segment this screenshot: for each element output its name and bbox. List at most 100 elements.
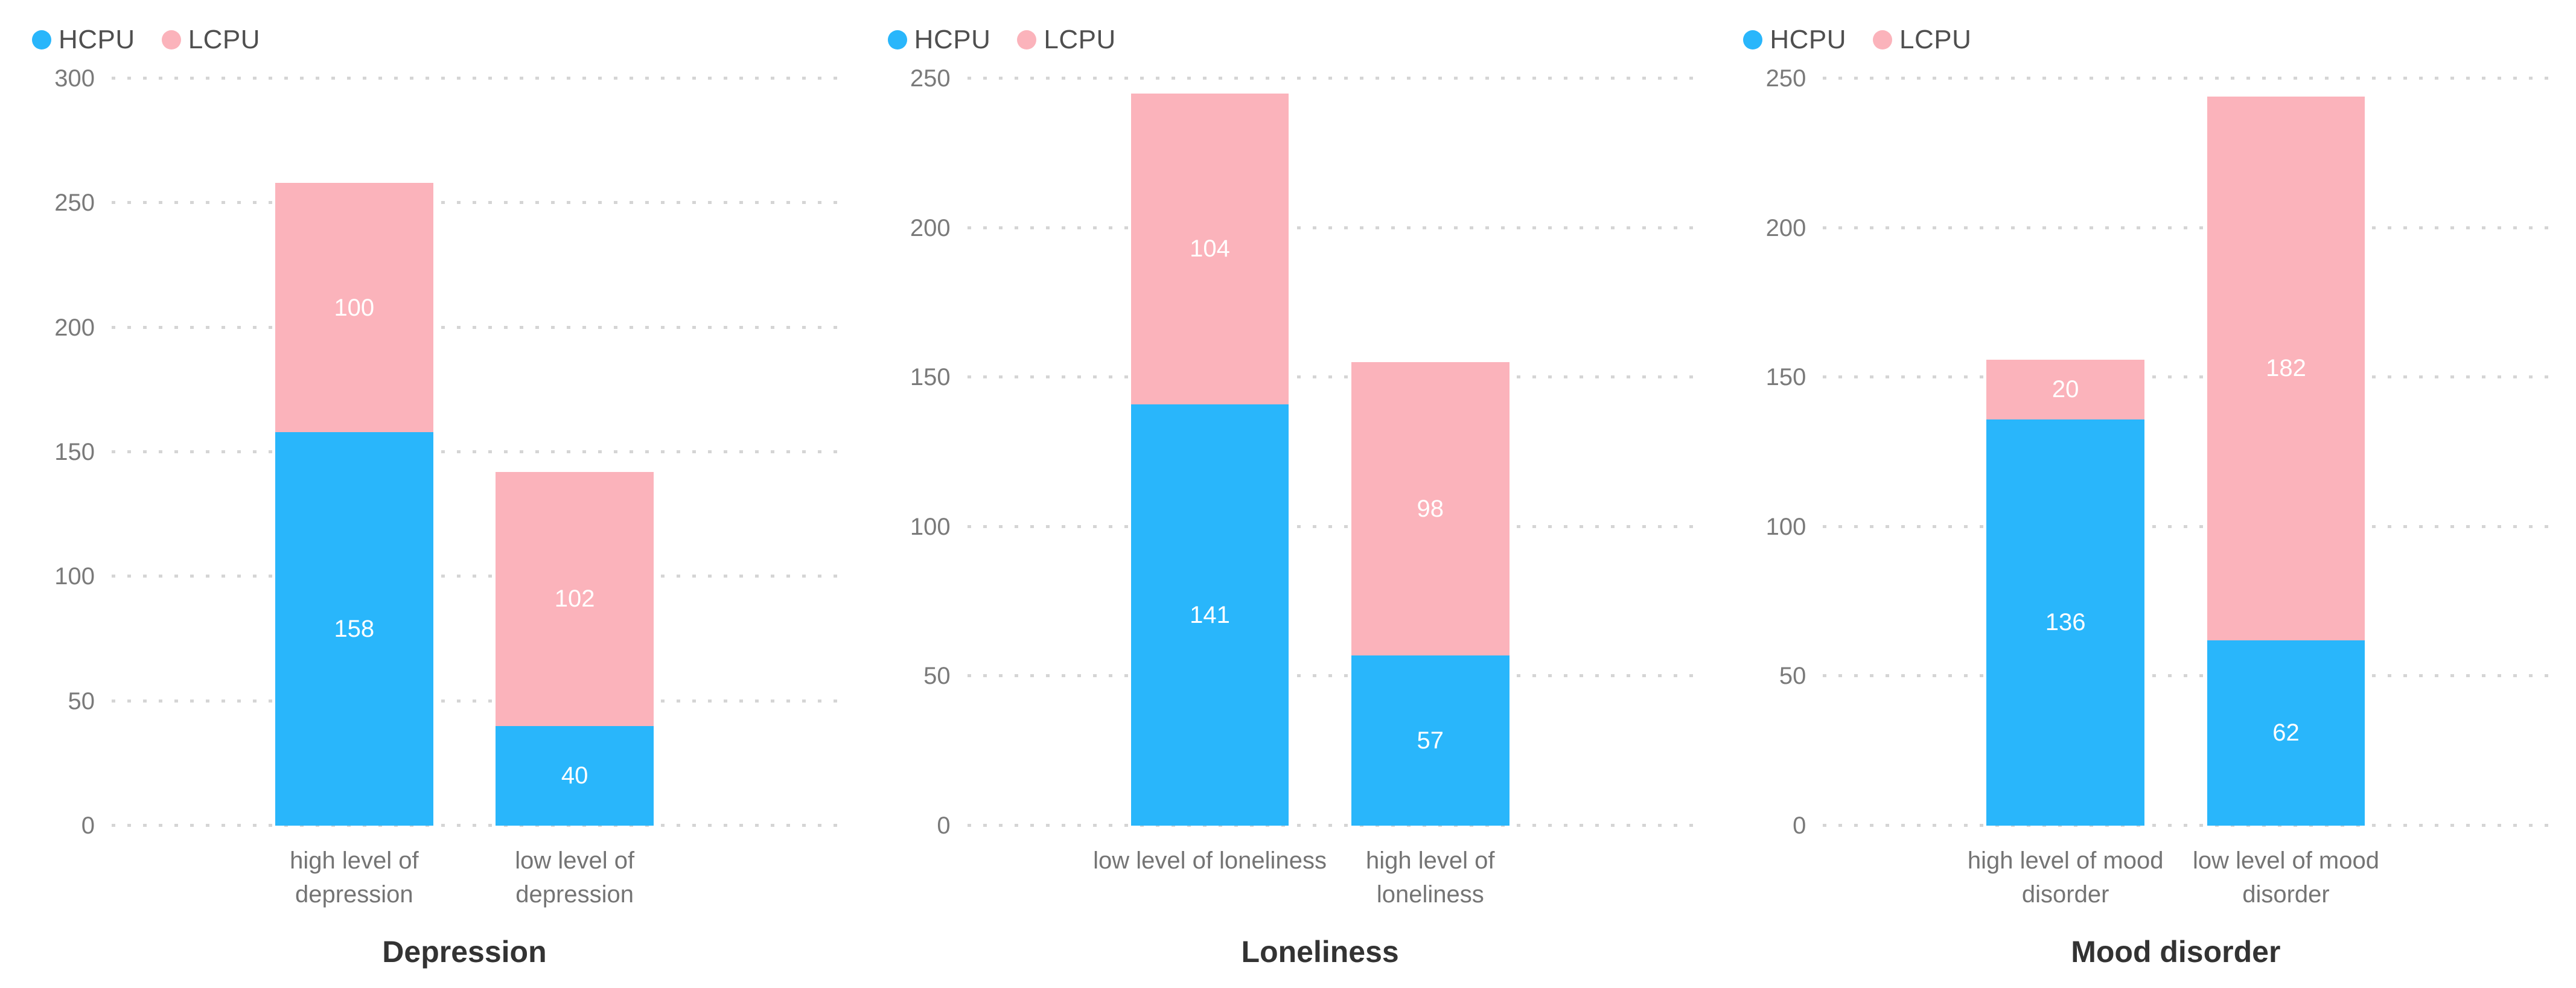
y-tick-label-100: 100 [910, 513, 951, 540]
y-tick-label-150: 150 [910, 364, 951, 391]
gridline-100 [967, 524, 1703, 528]
y-tick-label-0: 0 [81, 812, 95, 839]
lcpu-legend-dot-icon [1873, 30, 1893, 49]
legend: HCPU LCPU [887, 18, 1709, 62]
category-label-low-level-of-loneliness: low level of loneliness [1093, 847, 1327, 874]
hcpu-value-label: 62 [2272, 719, 2300, 747]
legend-item-lcpu[interactable]: LCPU [1873, 25, 1971, 55]
lcpu-value-label: 20 [2052, 376, 2079, 403]
lcpu-segment-high-level-of-depression[interactable]: 100 [275, 183, 433, 432]
y-tick-label-100: 100 [54, 563, 95, 590]
gridline-150 [112, 450, 847, 453]
legend-label-hcpu: HCPU [914, 25, 991, 54]
gridline-250 [1823, 77, 2558, 80]
legend-label-lcpu: LCPU [1899, 25, 1972, 54]
legend-item-lcpu[interactable]: LCPU [161, 25, 261, 55]
gridline-200 [967, 226, 1703, 229]
gridline-50 [112, 699, 847, 703]
category-label-high-level-of-loneliness: high level of loneliness [1366, 847, 1495, 908]
plot-body: 0 50 100 150 200 250 20 136 182 62 [1732, 66, 2564, 838]
lcpu-value-label: 182 [2266, 355, 2306, 382]
hcpu-segment-high-level-of-mood-disorder[interactable]: 136 [1986, 419, 2145, 826]
gridline-200 [1823, 226, 2558, 229]
legend-label-hcpu: HCPU [59, 25, 135, 54]
bar-low-level-of-mood-disorder: 182 62 [2207, 96, 2365, 826]
y-tick-label-50: 50 [68, 687, 95, 715]
hcpu-segment-high-level-of-depression[interactable]: 158 [275, 432, 433, 826]
legend-item-lcpu[interactable]: LCPU [1017, 25, 1115, 55]
plot-body: 0 50 100 150 200 250 104 141 98 57 [877, 66, 1709, 838]
gridline-250 [967, 77, 1703, 80]
gridline-100 [112, 575, 847, 578]
plot-area: 100 158 102 40 [112, 77, 847, 827]
hcpu-legend-dot-icon [887, 30, 907, 49]
y-tick-label-250: 250 [910, 65, 951, 92]
gridline-50 [1823, 674, 2558, 678]
y-tick-label-100: 100 [1765, 513, 1806, 540]
gridline-200 [112, 325, 847, 329]
y-tick-label-200: 200 [1765, 214, 1806, 241]
hcpu-legend-dot-icon [1743, 30, 1763, 49]
bar-high-level-of-depression: 100 158 [275, 183, 433, 826]
legend-item-hcpu[interactable]: HCPU [887, 25, 991, 55]
legend: HCPU LCPU [1743, 18, 2564, 62]
y-tick-label-250: 250 [1765, 65, 1806, 92]
category-label-high-level-of-mood-disorder: high level of mood disorder [1967, 847, 2164, 908]
lcpu-legend-dot-icon [161, 30, 181, 49]
hcpu-value-label: 40 [561, 762, 588, 789]
x-axis-labels: high level of depression low level of dep… [112, 844, 847, 934]
y-axis: 0 50 100 150 200 250 [877, 66, 968, 838]
gridline-150 [967, 375, 1703, 379]
y-tick-label-200: 200 [910, 214, 951, 241]
category-label-low-level-of-mood-disorder: low level of mood disorder [2192, 847, 2379, 908]
gridline-0 [1823, 824, 2558, 827]
gridline-100 [1823, 524, 2558, 528]
lcpu-segment-high-level-of-mood-disorder[interactable]: 20 [1986, 359, 2145, 419]
chart-title: Depression [382, 935, 547, 969]
plot-area: 104 141 98 57 [967, 77, 1703, 827]
legend: HCPU LCPU [32, 18, 853, 62]
lcpu-value-label: 102 [554, 585, 595, 613]
plot-body: 0 50 100 150 200 250 300 100 158 102 40 [21, 66, 853, 838]
y-axis: 0 50 100 150 200 250 [1732, 66, 1823, 838]
y-tick-label-200: 200 [54, 314, 95, 341]
gridline-0 [112, 824, 847, 827]
gridline-250 [112, 201, 847, 205]
lcpu-value-label: 100 [334, 294, 375, 321]
chart-title: Loneliness [1241, 935, 1399, 969]
hcpu-segment-high-level-of-loneliness[interactable]: 57 [1351, 655, 1510, 826]
hcpu-segment-low-level-of-depression[interactable]: 40 [496, 725, 654, 826]
legend-item-hcpu[interactable]: HCPU [32, 25, 135, 55]
chart-loneliness: HCPU LCPU 0 50 100 150 200 250 104 141 98 57 low … [877, 18, 1709, 982]
hcpu-value-label: 158 [334, 615, 375, 642]
lcpu-segment-low-level-of-depression[interactable]: 102 [496, 472, 654, 726]
chart-mood-disorder: HCPU LCPU 0 50 100 150 200 250 20 136 182 62 high… [1732, 18, 2564, 982]
chart-depression: HCPU LCPU 0 50 100 150 200 250 300 100 158 102 40 … [21, 18, 853, 982]
hcpu-segment-low-level-of-loneliness[interactable]: 141 [1130, 404, 1289, 826]
gridline-0 [967, 824, 1703, 827]
x-axis-labels: high level of mood disorder low level of … [1823, 844, 2558, 934]
hcpu-legend-dot-icon [32, 30, 51, 49]
plot-area: 20 136 182 62 [1823, 77, 2558, 827]
legend-item-hcpu[interactable]: HCPU [1743, 25, 1846, 55]
x-axis-labels: low level of loneliness high level of lon… [968, 844, 1703, 934]
lcpu-segment-low-level-of-loneliness[interactable]: 104 [1130, 93, 1289, 404]
gridline-50 [967, 674, 1703, 678]
y-tick-label-50: 50 [1779, 663, 1806, 690]
legend-label-lcpu: LCPU [1044, 25, 1116, 54]
chart-title: Mood disorder [2071, 935, 2281, 969]
hcpu-value-label: 57 [1417, 727, 1444, 754]
category-label-high-level-of-depression: high level of depression [290, 847, 419, 908]
hcpu-value-label: 136 [2045, 609, 2086, 636]
hcpu-segment-low-level-of-mood-disorder[interactable]: 62 [2207, 640, 2365, 826]
category-label-low-level-of-depression: low level of depression [515, 847, 635, 908]
bar-high-level-of-mood-disorder: 20 136 [1986, 359, 2145, 826]
y-tick-label-0: 0 [1793, 812, 1806, 839]
legend-label-lcpu: LCPU [188, 25, 261, 54]
y-axis: 0 50 100 150 200 250 300 [21, 66, 112, 838]
lcpu-segment-high-level-of-loneliness[interactable]: 98 [1351, 362, 1510, 655]
y-tick-label-300: 300 [54, 65, 95, 92]
lcpu-segment-low-level-of-mood-disorder[interactable]: 182 [2207, 96, 2365, 640]
legend-label-hcpu: HCPU [1770, 25, 1847, 54]
